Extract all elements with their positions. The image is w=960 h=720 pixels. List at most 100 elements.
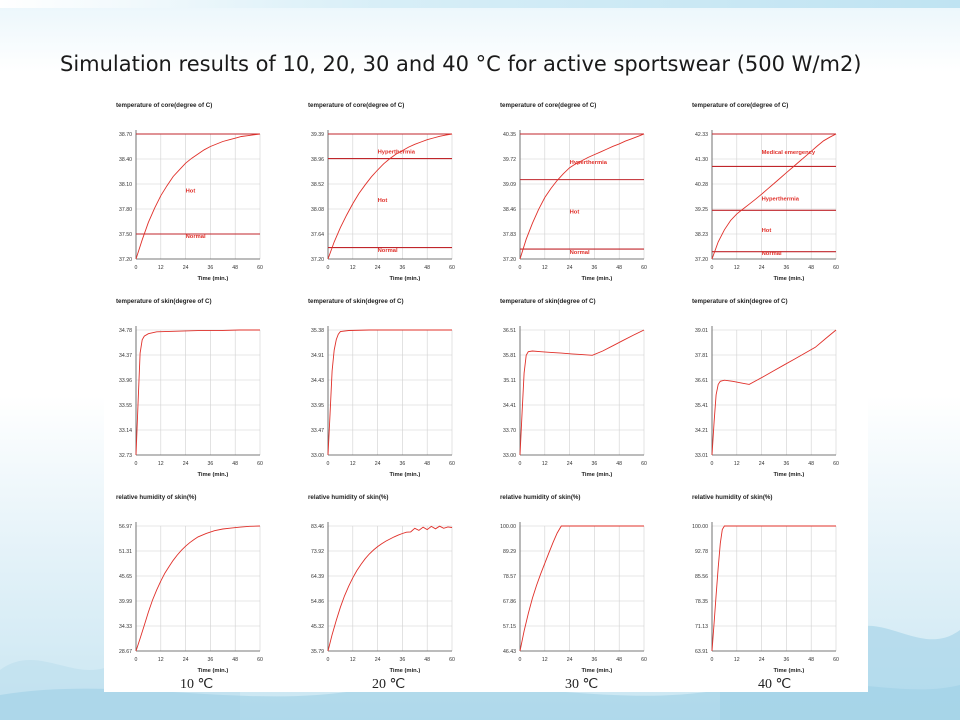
x-tick-label: 36	[592, 265, 598, 271]
chart-rh-10: relative humidity of skin(%) 28.67 34.33 39…	[116, 494, 263, 674]
x-tick-label: 36	[208, 657, 214, 663]
y-tick-label: 34.91	[311, 353, 324, 359]
chart-rh-40: relative humidity of skin(%) 63.91 71.13 78…	[692, 494, 839, 674]
series-line	[135, 525, 261, 652]
chart-skin-20: temperature of skin(degree of C) 33.00 33.…	[308, 298, 455, 478]
x-tick-label: 60	[641, 461, 647, 467]
x-tick-label: 36	[592, 461, 598, 467]
x-tick-label: 48	[808, 461, 814, 467]
x-tick-label: 0	[711, 265, 714, 271]
y-tick-label: 39.99	[119, 599, 132, 605]
y-tick-label: 71.13	[695, 624, 708, 630]
series-line	[711, 329, 837, 456]
x-tick-label: 12	[350, 265, 356, 271]
x-tick-label: 24	[183, 461, 189, 467]
x-tick-label: 48	[616, 265, 622, 271]
x-tick-label: 24	[759, 461, 765, 467]
zone-label: Hot	[186, 188, 196, 194]
y-tick-label: 35.79	[311, 649, 324, 655]
y-tick-label: 54.86	[311, 599, 324, 605]
y-tick-label: 34.41	[503, 403, 516, 409]
chart-title: temperature of core(degree of C)	[500, 102, 596, 109]
x-tick-label: 36	[400, 461, 406, 467]
chart-title: temperature of skin(degree of C)	[116, 298, 212, 305]
x-tick-label: 60	[641, 265, 647, 271]
temperature-label-40: 40 ℃	[758, 677, 792, 692]
chart-title: temperature of core(degree of C)	[116, 102, 212, 109]
x-tick-label: 60	[449, 265, 455, 271]
zone-label: Normal	[762, 251, 782, 257]
x-tick-label: 12	[158, 461, 164, 467]
y-tick-label: 39.09	[503, 182, 516, 188]
y-tick-label: 100.00	[692, 524, 708, 530]
x-tick-label: 36	[400, 265, 406, 271]
y-tick-label: 40.35	[503, 132, 516, 138]
series-line	[327, 525, 453, 652]
x-tick-label: 0	[519, 657, 522, 663]
x-axis-label: Time (min.)	[389, 276, 420, 282]
chart-title: relative humidity of skin(%)	[308, 494, 388, 501]
x-tick-label: 12	[542, 657, 548, 663]
y-tick-label: 37.20	[311, 257, 324, 263]
chart-skin-40: temperature of skin(degree of C) 33.01 34.…	[692, 298, 839, 478]
x-tick-label: 0	[327, 657, 330, 663]
chart-title: temperature of core(degree of C)	[692, 102, 788, 109]
x-tick-label: 48	[232, 461, 238, 467]
y-tick-label: 37.80	[119, 207, 132, 213]
top-band	[0, 0, 960, 8]
x-axis-label: Time (min.)	[773, 276, 804, 282]
chart-title: relative humidity of skin(%)	[500, 494, 580, 501]
series-line	[519, 133, 645, 260]
y-tick-label: 33.00	[503, 453, 516, 459]
x-tick-label: 60	[449, 461, 455, 467]
x-tick-label: 60	[449, 657, 455, 663]
chart-skin-30: temperature of skin(degree of C) 33.00 33.…	[500, 298, 647, 478]
y-tick-label: 73.92	[311, 549, 324, 555]
x-axis-label: Time (min.)	[197, 472, 228, 478]
y-tick-label: 34.43	[311, 378, 324, 384]
y-tick-label: 67.86	[503, 599, 516, 605]
series-line	[711, 133, 837, 260]
y-tick-label: 34.21	[695, 428, 708, 434]
x-tick-label: 0	[711, 657, 714, 663]
x-axis-label: Time (min.)	[197, 276, 228, 282]
x-tick-label: 24	[759, 657, 765, 663]
y-tick-label: 38.40	[119, 157, 132, 163]
chart-rh-30: relative humidity of skin(%) 46.43 57.15 67…	[500, 494, 647, 674]
x-tick-label: 24	[567, 461, 573, 467]
y-tick-label: 57.15	[503, 624, 516, 630]
x-tick-label: 48	[232, 657, 238, 663]
y-tick-label: 37.20	[503, 257, 516, 263]
y-tick-label: 33.70	[503, 428, 516, 434]
y-tick-label: 45.32	[311, 624, 324, 630]
y-tick-label: 38.10	[119, 182, 132, 188]
x-tick-label: 12	[542, 461, 548, 467]
x-tick-label: 60	[833, 461, 839, 467]
x-tick-label: 60	[257, 461, 263, 467]
y-tick-label: 37.83	[503, 232, 516, 238]
y-tick-label: 35.11	[503, 378, 516, 384]
x-axis-label: Time (min.)	[581, 276, 612, 282]
x-tick-label: 48	[808, 265, 814, 271]
x-tick-label: 36	[592, 657, 598, 663]
y-tick-label: 78.35	[695, 599, 708, 605]
chart-skin-10: temperature of skin(degree of C) 32.73 33.…	[116, 298, 263, 478]
y-tick-label: 33.00	[311, 453, 324, 459]
x-axis-label: Time (min.)	[389, 668, 420, 674]
x-tick-label: 24	[375, 657, 381, 663]
chart-core-30: temperature of core(degree of C) 37.20 37.…	[500, 102, 647, 282]
chart-core-10: temperature of core(degree of C) 37.20 37.…	[116, 102, 263, 282]
y-tick-label: 37.20	[695, 257, 708, 263]
x-tick-label: 0	[135, 461, 138, 467]
series-line	[327, 133, 453, 260]
y-tick-label: 46.43	[503, 649, 516, 655]
x-tick-label: 24	[183, 657, 189, 663]
x-tick-label: 48	[424, 265, 430, 271]
x-tick-label: 12	[350, 461, 356, 467]
x-axis-label: Time (min.)	[389, 472, 420, 478]
y-tick-label: 39.25	[695, 207, 708, 213]
chart-title: temperature of core(degree of C)	[308, 102, 404, 109]
x-tick-label: 12	[542, 265, 548, 271]
x-tick-label: 12	[350, 657, 356, 663]
temperature-label-30: 30 ℃	[565, 677, 599, 692]
